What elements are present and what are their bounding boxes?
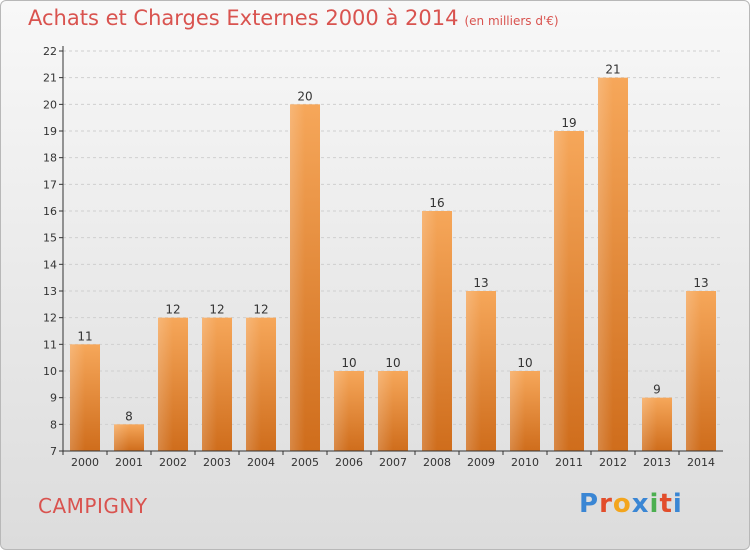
logo-letter: x <box>631 489 650 519</box>
data-label: 19 <box>561 116 576 130</box>
bar-highlight <box>466 291 481 451</box>
bars-layer <box>70 77 716 452</box>
x-tick-label: 2013 <box>643 456 671 469</box>
bar-highlight <box>202 317 217 451</box>
bar-highlight <box>246 317 261 451</box>
y-tick-label: 10 <box>43 365 57 378</box>
y-tick-label: 15 <box>43 232 57 245</box>
x-tick-label: 2006 <box>335 456 363 469</box>
y-tick-label: 11 <box>43 338 57 351</box>
data-label: 13 <box>693 276 708 290</box>
data-label: 21 <box>605 63 620 77</box>
data-label: 20 <box>297 89 312 103</box>
logo-letter: P <box>579 489 600 519</box>
logo-letter: r <box>599 489 613 519</box>
bar-highlight <box>422 211 437 451</box>
y-tick-label: 16 <box>43 205 57 218</box>
x-tick-label: 2001 <box>115 456 143 469</box>
x-tick-label: 2007 <box>379 456 407 469</box>
y-tick-label: 13 <box>43 285 57 298</box>
logo-letter: o <box>612 489 632 519</box>
logo-letter: t <box>659 489 673 519</box>
bar-highlight <box>510 371 525 451</box>
bar-highlight <box>70 344 85 451</box>
x-tick-label: 2000 <box>71 456 99 469</box>
logo-letter: i <box>649 489 660 519</box>
axis-layer: 7 8 9 10 11 12 13 14 15 16 17 18 19 20 21 22 2000 2001 200… <box>43 45 723 469</box>
y-tick-label: 22 <box>43 45 57 58</box>
y-tick-label: 20 <box>43 98 57 111</box>
y-tick-label: 7 <box>50 445 57 458</box>
bar-highlight <box>378 371 393 451</box>
y-tick-label: 8 <box>50 418 57 431</box>
proxiti-logo: Proxiti <box>579 489 683 519</box>
data-label: 16 <box>429 196 444 210</box>
data-label: 10 <box>341 356 356 370</box>
data-label: 13 <box>473 276 488 290</box>
bar-highlight <box>642 397 657 451</box>
y-tick-label: 19 <box>43 125 57 138</box>
x-tick-label: 2011 <box>555 456 583 469</box>
bar-highlight <box>598 77 613 452</box>
x-tick-label: 2008 <box>423 456 451 469</box>
y-tick-label: 12 <box>43 312 57 325</box>
bar-highlight <box>686 291 701 451</box>
bar-highlight <box>334 371 349 451</box>
y-tick-label: 18 <box>43 152 57 165</box>
data-label: 8 <box>125 409 133 423</box>
data-label: 10 <box>517 356 532 370</box>
x-tick-label: 2012 <box>599 456 627 469</box>
data-label: 11 <box>77 329 92 343</box>
bar-highlight <box>554 131 569 451</box>
chart-unit: (en milliers d'€) <box>464 14 559 28</box>
y-tick-label: 14 <box>43 258 57 271</box>
labels-layer: 11 8 12 12 12 20 10 10 16 13 10 19 21 9 13 <box>77 63 708 424</box>
y-tick-label: 17 <box>43 178 57 191</box>
bar-highlight <box>290 104 305 451</box>
data-label: 12 <box>253 303 268 317</box>
data-label: 12 <box>165 303 180 317</box>
chart-title-text: Achats et Charges Externes 2000 à 2014 <box>28 6 459 30</box>
x-tick-label: 2014 <box>687 456 715 469</box>
city-name: CAMPIGNY <box>38 494 148 518</box>
y-tick-label: 21 <box>43 72 57 85</box>
x-tick-label: 2009 <box>467 456 495 469</box>
y-tick-label: 9 <box>50 392 57 405</box>
x-tick-label: 2003 <box>203 456 231 469</box>
logo-letter: i <box>672 489 683 519</box>
bar-highlight <box>158 317 173 451</box>
data-label: 10 <box>385 356 400 370</box>
x-tick-label: 2004 <box>247 456 275 469</box>
data-label: 9 <box>653 383 661 397</box>
x-tick-label: 2002 <box>159 456 187 469</box>
chart-title: Achats et Charges Externes 2000 à 2014 (e… <box>28 6 559 30</box>
x-tick-label: 2010 <box>511 456 539 469</box>
bar-highlight <box>114 424 129 451</box>
data-label: 12 <box>209 303 224 317</box>
x-tick-label: 2005 <box>291 456 319 469</box>
